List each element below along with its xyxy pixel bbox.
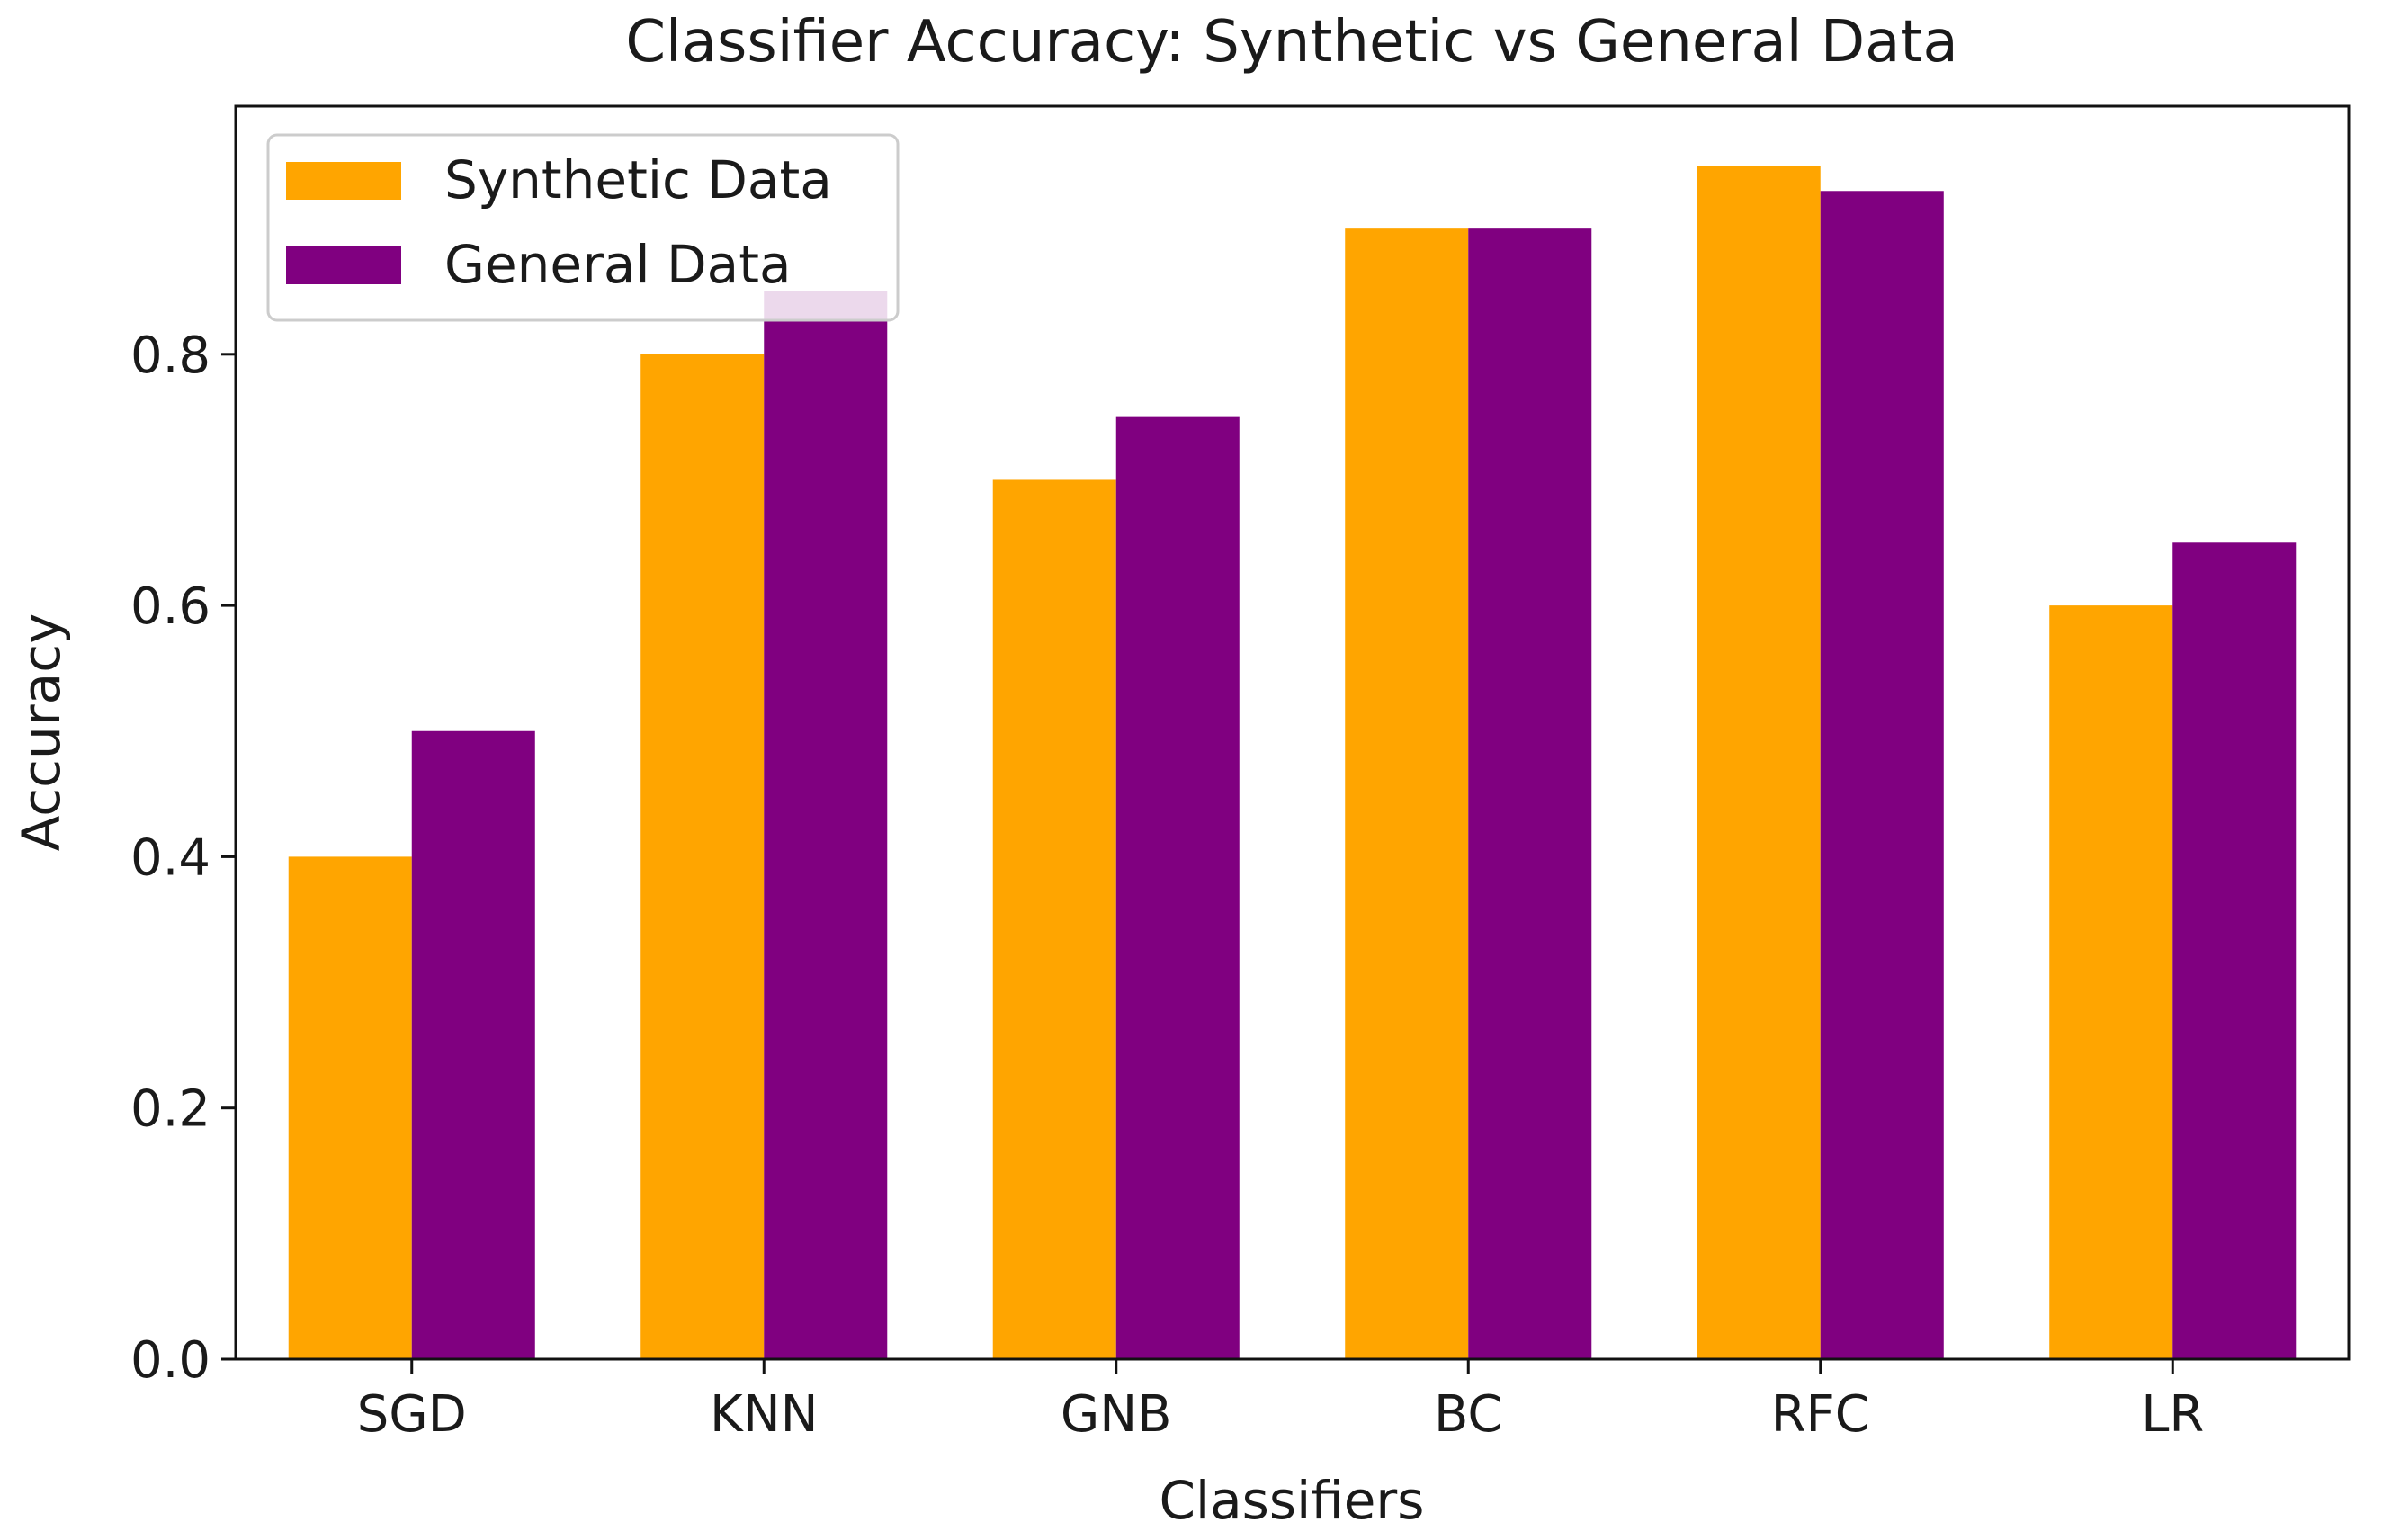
bars-layer <box>288 166 2297 1360</box>
y-axis: 0.0 0.2 0.4 0.6 0.8 <box>130 327 236 1390</box>
bar-synthetic-data-gnb <box>992 479 1116 1359</box>
bar-synthetic-data-knn <box>640 354 765 1359</box>
x-tick-label: BC <box>1434 1385 1503 1444</box>
x-tick-label: RFC <box>1771 1385 1870 1444</box>
bar-synthetic-data-lr <box>2049 605 2173 1359</box>
x-axis: SGD KNN GNB BC RFC LR <box>357 1359 2204 1444</box>
legend: Synthetic Data General Data <box>266 133 900 322</box>
plot-frame <box>234 104 2351 1361</box>
bar-synthetic-data-sgd <box>288 856 412 1359</box>
bar-synthetic-data-bc <box>1345 228 1469 1359</box>
legend-box <box>266 133 900 322</box>
y-tick-label: 0.8 <box>130 327 210 385</box>
bar-general-data-knn <box>764 291 888 1360</box>
bar-synthetic-data-rfc <box>1697 166 1821 1360</box>
legend-label-general: General Data <box>444 234 792 295</box>
chart-title: Classifier Accuracy: Synthetic vs Genera… <box>625 9 1957 76</box>
bar-general-data-bc <box>1468 228 1592 1359</box>
y-tick-label: 0.0 <box>130 1331 210 1390</box>
y-axis-label: Accuracy <box>11 613 72 852</box>
x-tick-label: SGD <box>357 1385 467 1444</box>
bar-general-data-gnb <box>1115 416 1240 1359</box>
x-tick-label: GNB <box>1061 1385 1172 1444</box>
bar-general-data-rfc <box>1820 191 1944 1359</box>
x-axis-label: Classifiers <box>1160 1470 1425 1531</box>
legend-swatch-synthetic <box>286 162 401 200</box>
x-tick-label: LR <box>2141 1385 2204 1444</box>
x-tick-label: KNN <box>710 1385 819 1444</box>
legend-swatch-general <box>286 246 401 284</box>
y-tick-label: 0.2 <box>130 1080 210 1139</box>
legend-label-synthetic: Synthetic Data <box>444 149 832 210</box>
bar-general-data-sgd <box>411 730 535 1359</box>
y-tick-label: 0.6 <box>130 578 210 636</box>
y-tick-label: 0.4 <box>130 828 210 887</box>
bar-general-data-lr <box>2172 542 2297 1359</box>
